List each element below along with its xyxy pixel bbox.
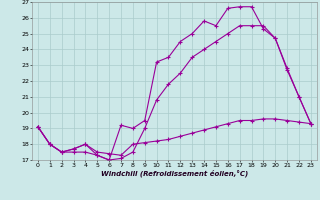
X-axis label: Windchill (Refroidissement éolien,°C): Windchill (Refroidissement éolien,°C): [101, 169, 248, 177]
